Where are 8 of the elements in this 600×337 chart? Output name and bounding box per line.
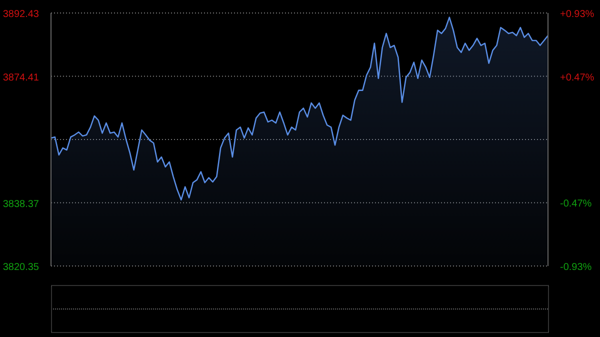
y-tick-label: 3820.35 <box>2 262 40 273</box>
y-tick-label: 3892.43 <box>2 9 40 20</box>
y2-tick-label: +0.93% <box>560 9 594 20</box>
y2-tick-label: +0.47% <box>560 72 594 84</box>
y2-tick-label: -0.93% <box>560 262 592 273</box>
y-tick-label: 3838.37 <box>2 198 40 210</box>
y-tick-label: 3874.41 <box>2 72 40 84</box>
y2-tick-label: -0.47% <box>560 198 592 210</box>
